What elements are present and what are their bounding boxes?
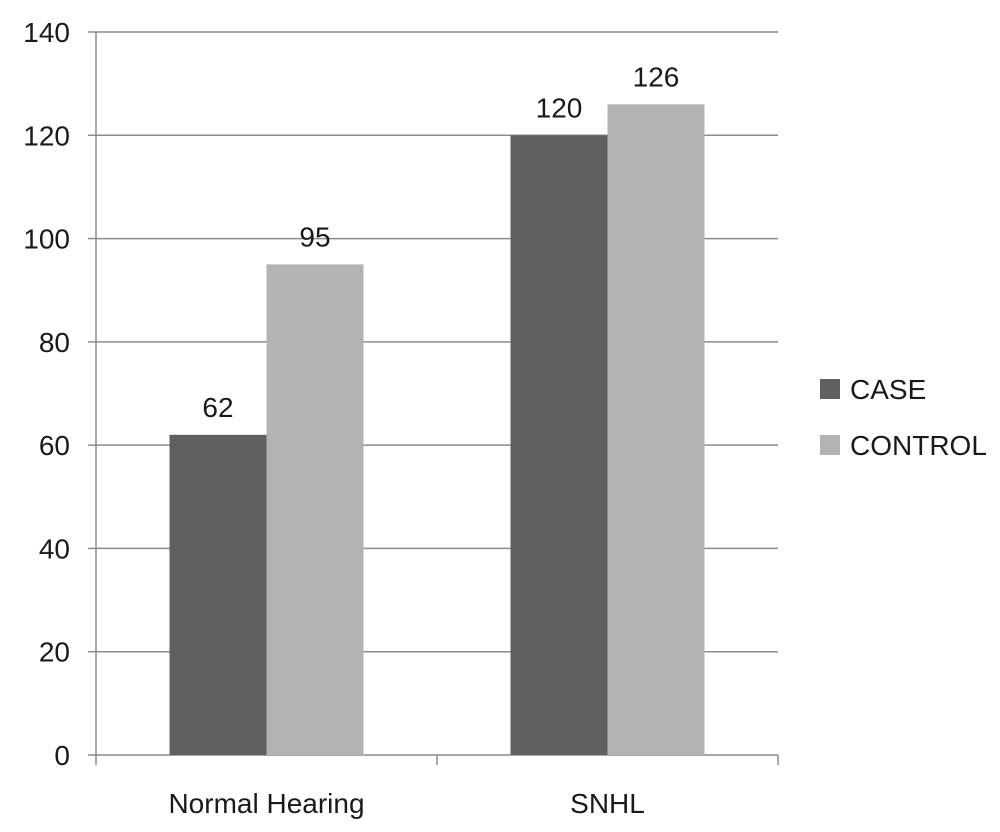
- legend-label-control: CONTROL: [850, 430, 987, 461]
- data-label-normal-hearing-control: 95: [299, 221, 330, 252]
- data-label-snhl-control: 126: [633, 61, 680, 92]
- bar-snhl-control: [607, 104, 705, 756]
- data-label-normal-hearing-case: 62: [202, 392, 233, 423]
- category-label-snhl: SNHL: [570, 788, 645, 819]
- y-tick-label-140: 140: [23, 17, 70, 48]
- bar-snhl-case: [510, 135, 608, 756]
- legend: CASE CONTROL: [820, 374, 987, 461]
- data-label-snhl-case: 120: [536, 92, 583, 123]
- x-axis-category-labels: Normal Hearing SNHL: [168, 788, 644, 819]
- y-tick-label-80: 80: [39, 327, 70, 358]
- bar-normal-hearing-control: [266, 264, 364, 755]
- bar-normal-hearing-case: [169, 434, 267, 755]
- bars: [169, 104, 705, 756]
- data-labels: 62 95 120 126: [202, 61, 679, 423]
- y-tick-label-0: 0: [54, 740, 70, 771]
- category-label-normal-hearing: Normal Hearing: [168, 788, 364, 819]
- y-tick-label-120: 120: [23, 120, 70, 151]
- y-tick-label-100: 100: [23, 224, 70, 255]
- legend-label-case: CASE: [850, 374, 926, 405]
- y-tick-label-20: 20: [39, 637, 70, 668]
- y-tick-label-60: 60: [39, 430, 70, 461]
- y-axis-tick-labels: 0 20 40 60 80 100 120 140: [23, 17, 70, 771]
- legend-swatch-case: [820, 379, 840, 399]
- legend-swatch-control: [820, 435, 840, 455]
- y-tick-label-40: 40: [39, 533, 70, 564]
